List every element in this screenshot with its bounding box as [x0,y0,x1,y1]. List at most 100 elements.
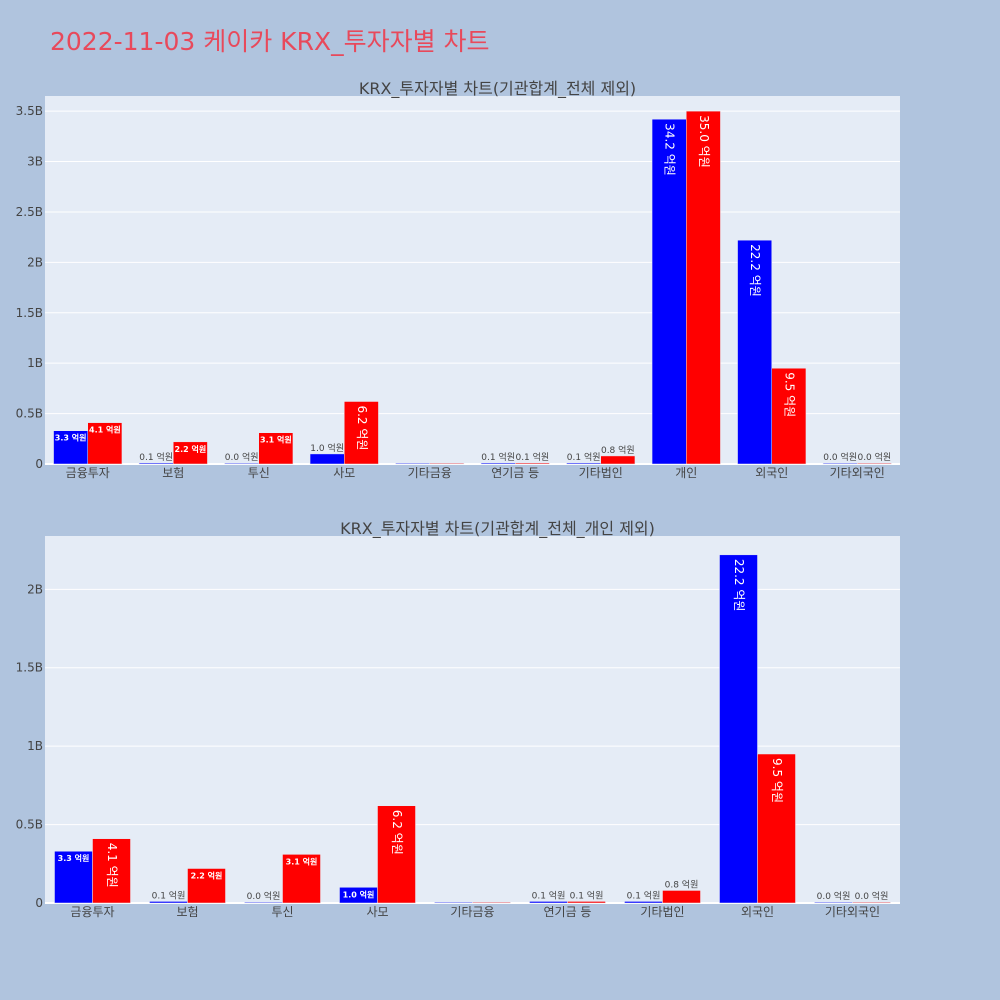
bar-sell[interactable] [309,453,345,465]
bar-sell[interactable] [244,901,283,904]
bar-value-label: 9.5 억원 [770,758,784,803]
bar-value-label: 1.0 억원 [343,889,375,899]
x-tick-label: 기타금융 [408,466,452,480]
bar-buy[interactable] [344,401,379,465]
bar-value-label: 0.8 억원 [665,878,699,890]
bar-buy[interactable] [282,854,321,904]
x-tick-label: 기타법인 [640,905,684,919]
bar-buy[interactable] [857,462,892,465]
bar-sell[interactable] [814,901,853,904]
x-tick-label: 기타금융 [450,905,494,919]
bar-value-label: 4.1 억원 [89,425,121,435]
x-tick-label: 사모 [333,466,355,480]
y-tick-label: 2B [27,582,43,596]
bar-value-label: 2.2 억원 [191,870,223,880]
bar-sell[interactable] [395,462,430,465]
bar-buy[interactable] [92,838,131,904]
bar-buy[interactable] [377,805,416,904]
x-tick-label: 보험 [176,905,198,919]
bar-sell[interactable] [138,462,174,465]
bar-sell[interactable] [822,462,858,465]
x-tick-label: 개인 [675,466,697,480]
y-tick-label: 0.5B [16,818,43,832]
x-tick-label: 연기금 등 [544,905,592,919]
bar-sell[interactable] [719,554,758,904]
x-tick-label: 투신 [248,466,270,480]
bar-value-label: 0.0 억원 [823,451,857,463]
y-tick-label: 2.5B [16,205,43,219]
bar-buy[interactable] [757,753,796,904]
bar-value-label: 6.2 억원 [390,810,404,855]
bar-value-label: 0.1 억원 [570,889,604,901]
chart-title: KRX_투자자별 차트(기관합계_전체_개인 제외) [340,519,655,539]
bar-value-label: 0.0 억원 [817,890,851,902]
bar-value-label: 22.2 억원 [748,244,762,297]
x-tick-label: 기타외국인 [830,466,885,480]
bar-value-label: 0.1 억원 [481,451,515,463]
bar-buy[interactable] [600,455,636,465]
bar-buy[interactable] [258,432,294,465]
bar-buy[interactable] [173,441,208,465]
bar-value-label: 0.0 억원 [225,451,259,463]
bar-value-label: 2.2 억원 [175,444,207,454]
bar-value-label: 35.0 억원 [697,115,711,168]
bar-sell[interactable] [480,462,516,465]
bar-buy[interactable] [429,462,465,465]
bar-sell[interactable] [624,901,663,904]
bar-sell[interactable] [566,462,601,465]
chart-2: 0 0.5B 1B 1.5B 2B KRX_투자자별 차트(기관합계_전체_개인 제외) 금… [16,519,900,919]
bar-value-label: 6.2 억원 [355,405,369,450]
x-tick-label: 외국인 [755,466,788,480]
bar-buy[interactable] [686,110,721,465]
y-tick-label: 1.5B [16,661,43,675]
bar-buy[interactable] [87,422,123,465]
bar-value-label: 1.0 억원 [310,442,344,454]
y-tick-label: 0.5B [16,407,43,421]
y-tick-label: 2B [27,255,43,269]
bar-buy[interactable] [515,462,550,465]
x-tick-label: 외국인 [741,905,774,919]
bar-value-label: 0.1 억원 [139,451,173,463]
x-tick-label: 금융투자 [70,905,114,919]
bar-buy[interactable] [567,901,606,904]
y-tick-label: 1B [27,356,43,370]
bar-buy[interactable] [852,901,891,904]
y-tick-label: 1B [27,739,43,753]
bar-buy[interactable] [662,890,701,904]
bar-value-label: 3.1 억원 [260,435,292,445]
bar-sell[interactable] [434,901,473,904]
bar-sell[interactable] [54,850,93,904]
chart-1: 0 0.5B 1B 1.5B 2B 2.5B 3B 3.5B KRX_투자자별 차트(기관합계_… [16,79,900,480]
y-tick-label: 1.5B [16,306,43,320]
x-tick-label: 금융투자 [66,466,110,480]
y-tick-label: 3B [27,155,43,169]
x-tick-label: 기타법인 [579,466,623,480]
bar-value-label: 0.1 억원 [567,451,601,463]
bar-sell[interactable] [529,901,568,904]
bar-value-label: 0.1 억원 [532,889,566,901]
bar-value-label: 0.1 억원 [152,889,186,901]
bar-value-label: 4.1 억원 [105,843,119,888]
bar-buy[interactable] [472,901,511,904]
bar-value-label: 3.1 억원 [286,856,318,866]
bar-value-label: 0.0 억원 [855,890,889,902]
y-tick-label: 3.5B [16,104,43,118]
bar-sell[interactable] [224,462,260,465]
chart-title: KRX_투자자별 차트(기관합계_전체 제외) [359,79,636,99]
bar-value-label: 0.1 억원 [627,889,661,901]
bar-sell[interactable] [737,239,772,465]
x-tick-label: 연기금 등 [491,466,539,480]
bar-value-label: 9.5 억원 [782,372,796,417]
bar-value-label: 22.2 억원 [732,559,746,612]
bar-buy[interactable] [187,868,226,904]
y-tick-label: 0 [35,457,43,471]
y-tick-label: 0 [35,896,43,910]
x-tick-label: 사모 [366,905,388,919]
bar-buy[interactable] [771,367,807,465]
bar-value-label: 3.3 억원 [58,853,90,863]
bar-value-label: 34.2 억원 [663,123,677,176]
x-tick-label: 기타외국인 [825,905,880,919]
x-tick-label: 보험 [162,466,184,480]
bar-sell[interactable] [149,901,188,904]
